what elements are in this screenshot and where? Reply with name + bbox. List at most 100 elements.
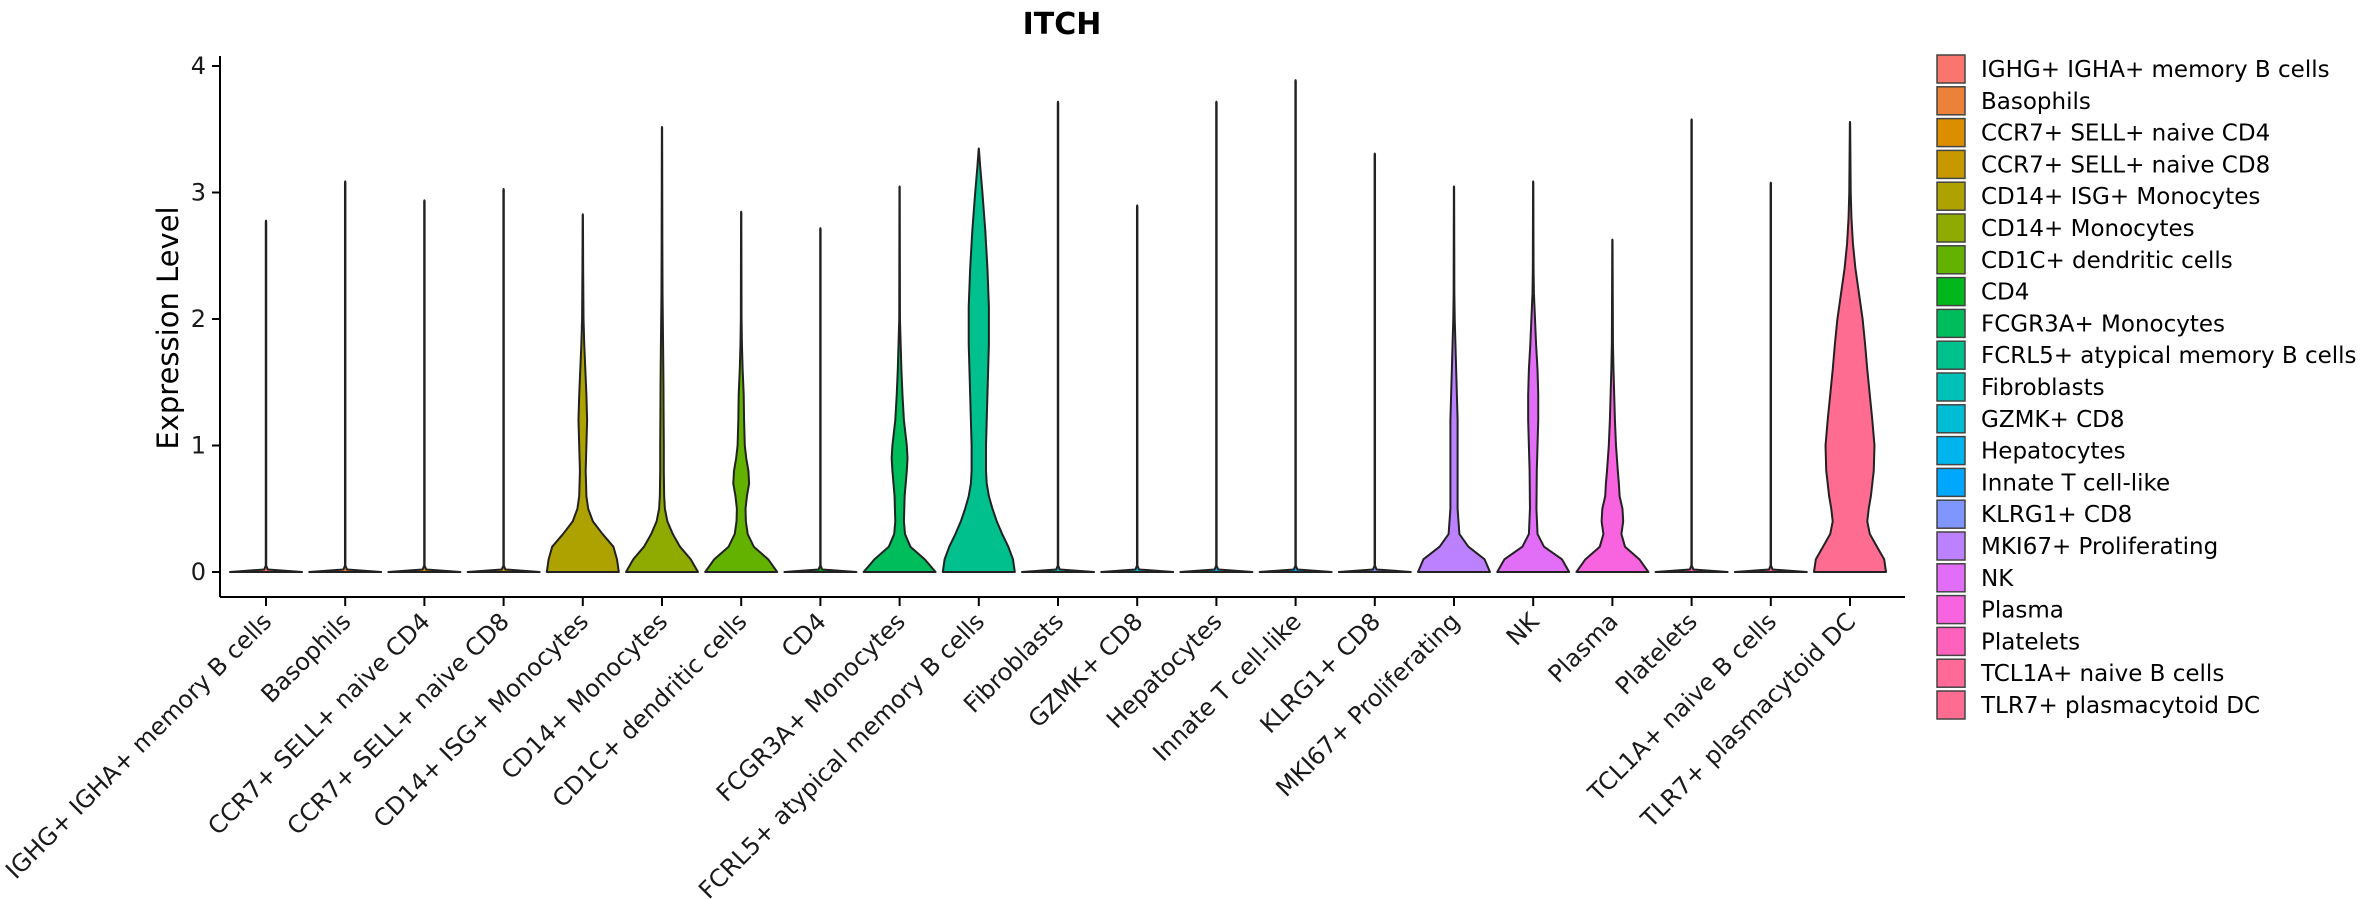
y-tick-label: 1 <box>191 432 206 460</box>
legend-item: Platelets <box>1936 626 2080 657</box>
violin-cd1c-dendritic-cells <box>704 210 779 573</box>
violin-tlr7-plasmacytoid-dc <box>1813 120 1887 573</box>
legend-key <box>1936 308 1966 339</box>
violin-cd4 <box>783 227 858 573</box>
legend-item: Fibroblasts <box>1936 372 2105 402</box>
y-tick-label: 4 <box>191 52 206 80</box>
legend-key <box>1936 149 1966 180</box>
legend-item: CCR7+ SELL+ naive CD4 <box>1936 117 2270 148</box>
legend-label: CD14+ Monocytes <box>1981 216 2195 242</box>
x-tick-label: Plasma <box>1543 607 1624 688</box>
legend-label: Hepatocytes <box>1981 439 2126 465</box>
x-tick-label: Innate T cell-like <box>1147 607 1306 766</box>
legend: IGHG+ IGHA+ memory B cells Basophils CCR7+… <box>1936 54 2357 720</box>
legend-key <box>1936 213 1966 243</box>
violin-fcrl5-atypical-memory-b-cells <box>941 147 1016 573</box>
legend-label: FCRL5+ atypical memory B cells <box>1981 343 2357 369</box>
violin-innate-t-cell-like <box>1258 79 1333 573</box>
legend-item: CD1C+ dendritic cells <box>1936 245 2233 275</box>
legend-key <box>1936 467 1966 498</box>
violin-cd14-monocytes <box>625 125 699 573</box>
legend-label: FCGR3A+ Monocytes <box>1981 311 2225 337</box>
legend-key <box>1936 626 1966 657</box>
legend-item: FCRL5+ atypical memory B cells <box>1936 340 2357 370</box>
legend-key <box>1936 86 1966 116</box>
legend-key <box>1936 181 1966 211</box>
violin-ccr7-sell-naive-cd8 <box>466 187 541 573</box>
legend-label: CD14+ ISG+ Monocytes <box>1981 184 2260 210</box>
legend-item: KLRG1+ CD8 <box>1936 499 2132 529</box>
legend-label: IGHG+ IGHA+ memory B cells <box>1981 57 2330 83</box>
violin-platelets <box>1654 118 1729 573</box>
legend-key <box>1936 372 1966 402</box>
legend-key <box>1936 658 1966 688</box>
y-axis-label: Expression Level <box>151 206 185 449</box>
x-tick-label: NK <box>1501 607 1546 652</box>
legend-key <box>1936 531 1966 561</box>
x-tick-label: CD4 <box>776 607 832 663</box>
legend-item: IGHG+ IGHA+ memory B cells <box>1936 54 2330 84</box>
legend-label: TCL1A+ naive B cells <box>1980 661 2224 687</box>
legend-item: Innate T cell-like <box>1936 467 2170 498</box>
legend-item: TLR7+ plasmacytoid DC <box>1936 690 2260 720</box>
legend-item: FCGR3A+ Monocytes <box>1936 308 2225 339</box>
legend-key <box>1936 499 1966 529</box>
legend-item: Plasma <box>1936 594 2064 625</box>
y-tick-label: 0 <box>191 558 206 586</box>
legend-item: CCR7+ SELL+ naive CD8 <box>1936 149 2270 180</box>
legend-item: NK <box>1936 563 2014 593</box>
y-tick-label: 3 <box>191 179 206 207</box>
violin-layer <box>229 79 1887 573</box>
legend-label: NK <box>1981 566 2014 592</box>
legend-key <box>1936 340 1966 370</box>
legend-key <box>1936 563 1966 593</box>
legend-label: Platelets <box>1981 629 2080 655</box>
legend-item: Hepatocytes <box>1936 435 2126 466</box>
legend-label: Basophils <box>1981 89 2091 115</box>
violin-fcgr3a-monocytes <box>862 185 937 573</box>
legend-label: MKI67+ Proliferating <box>1981 534 2218 560</box>
legend-key <box>1936 690 1966 720</box>
violin-plasma <box>1575 238 1650 573</box>
legend-label: CD4 <box>1981 280 2029 306</box>
legend-label: Fibroblasts <box>1981 375 2105 401</box>
violin-ighg-igha-memory-b-cells <box>229 219 303 573</box>
violin-nk <box>1496 180 1571 573</box>
legend-label: CCR7+ SELL+ naive CD8 <box>1981 152 2270 178</box>
violin-klrg1-cd8 <box>1337 152 1412 573</box>
legend-item: Basophils <box>1936 86 2091 116</box>
legend-label: TLR7+ plasmacytoid DC <box>1980 693 2260 719</box>
legend-item: CD14+ Monocytes <box>1936 213 2195 243</box>
violin-cd14-isg-monocytes <box>545 213 620 573</box>
violin-gzmk-cd8 <box>1100 204 1175 573</box>
violin-tcl1a-naive-b-cells <box>1733 181 1808 573</box>
legend-key <box>1936 594 1966 625</box>
legend-key <box>1936 276 1966 307</box>
legend-item: GZMK+ CD8 <box>1936 404 2125 434</box>
legend-label: CCR7+ SELL+ naive CD4 <box>1981 121 2270 147</box>
violin-ccr7-sell-naive-cd4 <box>387 199 462 573</box>
legend-label: CD1C+ dendritic cells <box>1981 248 2233 274</box>
legend-item: MKI67+ Proliferating <box>1936 531 2218 561</box>
legend-item: CD14+ ISG+ Monocytes <box>1936 181 2260 211</box>
legend-key <box>1936 435 1966 466</box>
violin-basophils <box>308 180 383 573</box>
legend-key <box>1936 117 1966 148</box>
legend-label: Innate T cell-like <box>1981 470 2170 496</box>
violin-hepatocytes <box>1179 100 1254 573</box>
violin-fibroblasts <box>1021 100 1095 573</box>
x-tick-label: IGHG+ IGHA+ memory B cells <box>0 607 277 884</box>
legend-label: KLRG1+ CD8 <box>1981 502 2132 528</box>
legend-label: Plasma <box>1981 598 2064 624</box>
legend-key <box>1936 54 1966 84</box>
y-tick-label: 2 <box>191 305 206 333</box>
legend-key <box>1936 404 1966 434</box>
legend-label: GZMK+ CD8 <box>1981 407 2125 433</box>
violin-mki67-proliferating <box>1417 185 1491 573</box>
legend-item: CD4 <box>1936 276 2029 307</box>
chart-title: ITCH <box>1023 7 1102 42</box>
legend-key <box>1936 245 1966 275</box>
legend-item: TCL1A+ naive B cells <box>1936 658 2224 688</box>
